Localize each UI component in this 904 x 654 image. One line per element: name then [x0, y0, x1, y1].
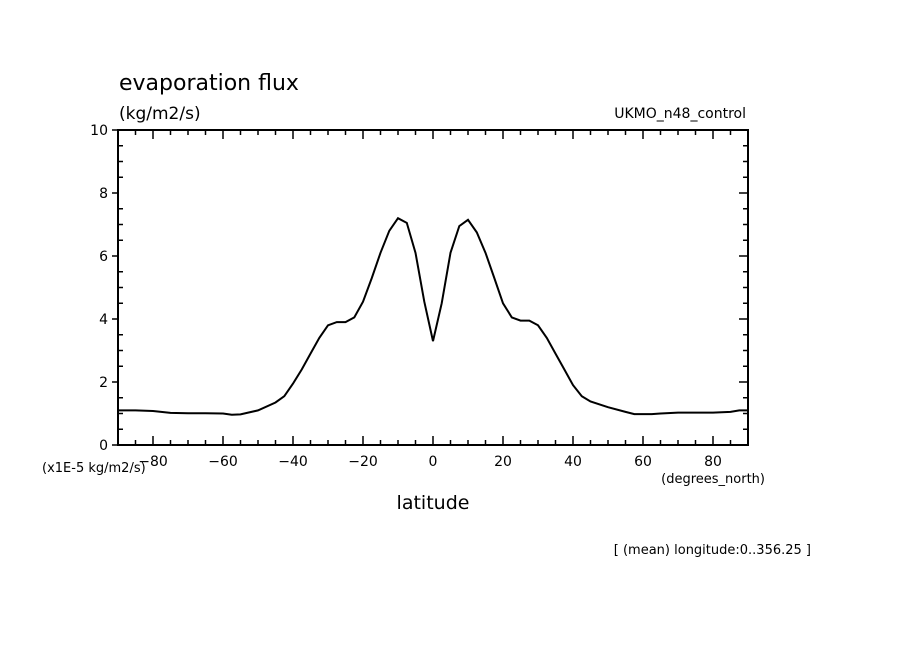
x-tick-label: 60 [634, 454, 652, 470]
series-line [118, 216, 748, 416]
y-scale-label: (x1E-5 kg/m2/s) [42, 461, 146, 476]
x-axis-label: latitude [397, 492, 470, 514]
x-tick-label: 20 [494, 454, 512, 470]
footnote: [ (mean) longitude:0..356.25 ] [614, 543, 811, 558]
x-tick-label: −40 [278, 454, 308, 470]
y-tick-label: 0 [99, 438, 108, 454]
y-tick-label: 8 [99, 186, 108, 202]
axes [112, 129, 749, 446]
chart-title: evaporation flux [119, 71, 299, 96]
dataset-label: UKMO_n48_control [614, 106, 746, 122]
tick-labels: −80 −60 −40 −20 0 20 40 60 80 0 2 4 6 8 10 [90, 123, 722, 470]
x-tick-label: 80 [704, 454, 722, 470]
x-units-label: (degrees_north) [661, 472, 765, 487]
x-tick-label: −20 [348, 454, 378, 470]
y-tick-label: 2 [99, 375, 108, 391]
x-tick-label: 0 [429, 454, 438, 470]
y-tick-label: 10 [90, 123, 108, 139]
y-tick-label: 4 [99, 312, 108, 328]
x-tick-label: 40 [564, 454, 582, 470]
x-tick-label: −80 [138, 454, 168, 470]
x-tick-label: −60 [208, 454, 238, 470]
units-label: (kg/m2/s) [119, 104, 201, 124]
y-tick-label: 6 [99, 249, 108, 265]
plot-frame [117, 129, 749, 446]
